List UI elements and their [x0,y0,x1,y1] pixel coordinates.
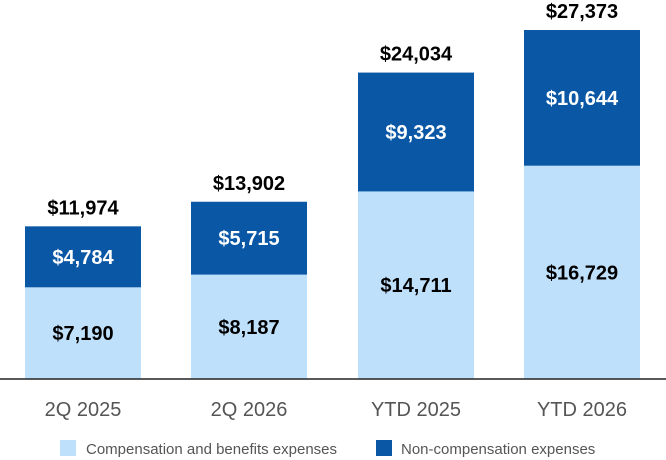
data-label-total: $27,373 [546,1,618,23]
data-label-non-compensation: $9,323 [385,122,446,144]
x-tick-label: YTD 2025 [371,399,461,421]
data-label-compensation: $16,729 [546,262,618,284]
legend-swatch [376,440,392,456]
bar-segment-compensation [25,287,141,379]
legend-item-compensation: Compensation and benefits expenses [60,440,337,458]
legend-item-non-compensation: Non-compensation expenses [376,440,595,458]
data-label-total: $13,902 [213,173,285,195]
data-label-non-compensation: $5,715 [218,228,279,250]
labels-layer: $7,190 $4,784 $11,974 2Q 2025 $8,187 $5,715 $1… [45,1,627,421]
bar-segment-compensation [191,274,307,379]
data-label-compensation: $14,711 [380,275,451,297]
data-label-total: $24,034 [380,44,453,66]
data-label-compensation: $8,187 [218,317,279,339]
bars-layer [25,30,640,379]
data-label-non-compensation: $4,784 [52,247,114,269]
x-tick-label: 2Q 2026 [211,399,288,421]
bar-segment-non-compensation [191,201,307,275]
x-tick-label: 2Q 2025 [45,399,122,421]
legend-label: Compensation and benefits expenses [86,441,337,458]
bar-segment-compensation [524,165,640,379]
bar-segment-non-compensation [25,226,141,288]
legend: Compensation and benefits expenses Non-co… [60,440,595,458]
data-label-total: $11,974 [47,197,119,219]
bar-segment-non-compensation [524,30,640,166]
bar-segment-non-compensation [358,72,474,192]
data-label-non-compensation: $10,644 [546,88,619,110]
x-tick-label: YTD 2026 [537,399,627,421]
data-label-compensation: $7,190 [52,323,113,345]
legend-label: Non-compensation expenses [401,441,595,458]
bar-segment-compensation [358,191,474,379]
legend-swatch [60,440,76,456]
